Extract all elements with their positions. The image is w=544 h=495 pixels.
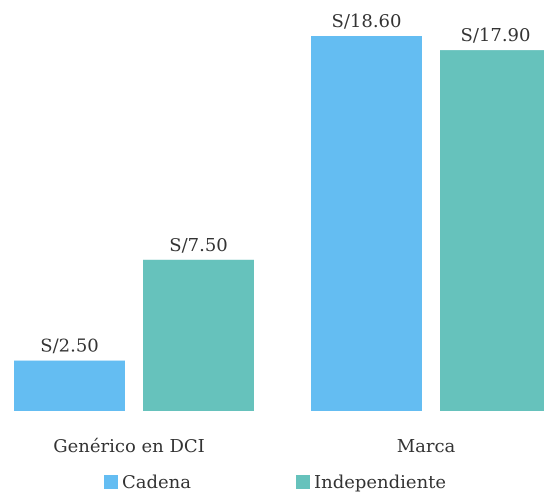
legend-label: Cadena xyxy=(122,472,191,493)
data-label: S/2.50 xyxy=(40,336,98,357)
data-label: S/18.60 xyxy=(332,11,402,32)
legend-swatch xyxy=(104,475,118,489)
bar xyxy=(440,50,544,411)
x-tick-label: Marca xyxy=(397,436,456,457)
data-label: S/7.50 xyxy=(169,235,227,256)
bar xyxy=(311,36,422,411)
legend-label: Independiente xyxy=(314,472,446,493)
legend-swatch xyxy=(296,475,310,489)
bar xyxy=(143,259,254,411)
bar xyxy=(14,360,125,411)
data-label: S/17.90 xyxy=(461,25,531,46)
x-tick-label: Genérico en DCI xyxy=(53,436,205,457)
